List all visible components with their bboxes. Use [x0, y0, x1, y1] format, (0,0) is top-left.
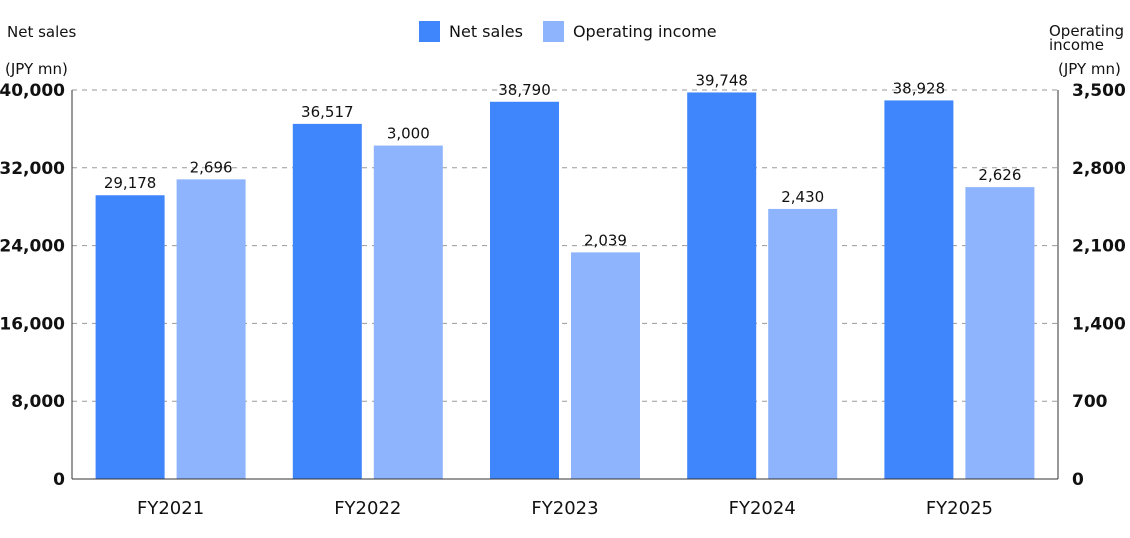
bar-net-sales: [95, 195, 165, 479]
bar-net-sales: [884, 100, 954, 479]
right-tick-label: 2,100: [1072, 237, 1126, 257]
left-axis-title: Net sales: [7, 23, 77, 41]
data-label-operating-income: 2,626: [978, 166, 1021, 184]
left-tick-label: 40,000: [0, 81, 65, 101]
bar-operating-income: [768, 208, 838, 479]
left-axis-unit: (JPY mn): [5, 60, 68, 78]
data-label-net-sales: 38,790: [498, 81, 551, 99]
data-label-operating-income: 2,430: [781, 188, 824, 206]
right-axis-title-line2: income: [1049, 36, 1104, 54]
bar-operating-income: [176, 179, 246, 479]
left-tick-label: 16,000: [0, 314, 65, 334]
left-tick-label: 32,000: [0, 159, 65, 179]
category-label: FY2023: [531, 498, 598, 519]
bar-net-sales: [687, 92, 757, 480]
left-tick-label: 0: [53, 470, 65, 490]
right-tick-label: 2,800: [1072, 159, 1126, 179]
data-label-operating-income: 2,696: [190, 158, 233, 176]
bar-operating-income: [571, 252, 640, 479]
bar-net-sales: [490, 101, 559, 480]
category-label: FY2022: [334, 498, 401, 519]
right-tick-label: 0: [1072, 470, 1084, 490]
data-label-net-sales: 29,178: [104, 174, 157, 192]
data-label-operating-income: 2,039: [584, 231, 627, 249]
left-tick-label: 24,000: [0, 237, 65, 257]
data-label-net-sales: 39,748: [695, 71, 748, 89]
left-tick-label: 8,000: [11, 392, 65, 412]
right-tick-label: 1,400: [1072, 314, 1126, 334]
data-label-net-sales: 38,928: [893, 79, 946, 97]
legend-item-net-sales: Net sales: [419, 21, 523, 42]
category-label: FY2021: [137, 498, 204, 519]
data-label-net-sales: 36,517: [301, 103, 354, 121]
legend-swatch-net-sales: [419, 21, 440, 42]
category-label: FY2024: [729, 498, 796, 519]
bar-operating-income: [373, 145, 443, 480]
data-label-operating-income: 3,000: [387, 125, 430, 143]
legend-item-operating-income: Operating income: [542, 21, 717, 42]
right-axis-unit: (JPY mn): [1058, 60, 1121, 78]
legend: Net sales Operating income: [419, 21, 737, 42]
right-tick-label: 3,500: [1072, 81, 1126, 101]
right-axis-title-line1: Operating: [1049, 22, 1124, 40]
legend-label-operating-income: Operating income: [572, 22, 717, 41]
legend-label-net-sales: Net sales: [449, 22, 523, 41]
bar-net-sales: [292, 123, 362, 479]
category-label: FY2025: [926, 498, 993, 519]
legend-swatch-operating-income: [542, 21, 564, 42]
right-tick-label: 700: [1072, 392, 1108, 412]
bar-operating-income: [965, 187, 1035, 479]
